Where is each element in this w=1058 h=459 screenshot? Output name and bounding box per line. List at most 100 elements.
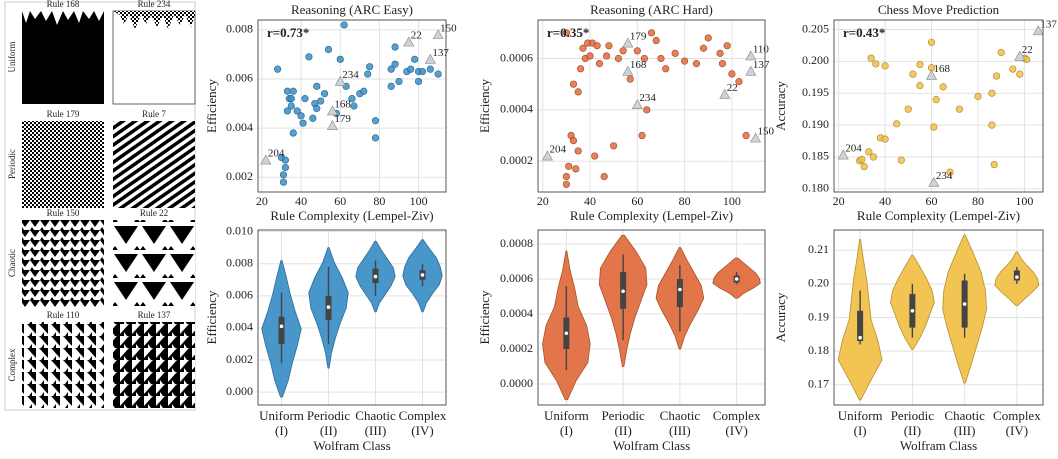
y-axis-label: Accuracy bbox=[773, 292, 788, 342]
y-tick-label: 0.0006 bbox=[500, 50, 533, 64]
x-tick-label: (III) bbox=[954, 423, 976, 438]
y-tick-label: 0.008 bbox=[226, 22, 253, 36]
point-label: 234 bbox=[639, 92, 656, 104]
point-label: 22 bbox=[411, 30, 422, 42]
x-tick-label: 80 bbox=[972, 194, 984, 208]
y-tick-label: 0.0002 bbox=[500, 153, 533, 167]
labeled-point bbox=[928, 176, 940, 187]
y-tick-label: 0.200 bbox=[802, 53, 829, 67]
data-point bbox=[932, 96, 940, 104]
x-tick-label: 60 bbox=[334, 194, 346, 208]
correlation-annotation: r=0.43* bbox=[843, 25, 885, 40]
ca-thumbnail bbox=[113, 121, 195, 208]
data-point bbox=[671, 49, 679, 57]
data-point bbox=[990, 161, 998, 169]
labeled-point bbox=[541, 150, 553, 161]
y-tick-label: 0.0004 bbox=[500, 102, 533, 116]
x-tick-label: 20 bbox=[833, 194, 845, 208]
y-tick-label: 0.002 bbox=[226, 352, 253, 366]
data-point bbox=[572, 165, 580, 173]
y-tick-label: 0.002 bbox=[226, 169, 253, 183]
data-point bbox=[974, 92, 982, 101]
chart-title: Reasoning (ARC Easy) bbox=[291, 2, 413, 17]
x-tick-label: (III) bbox=[669, 423, 691, 438]
data-point bbox=[930, 123, 938, 131]
labeled-point bbox=[622, 37, 634, 48]
data-point bbox=[619, 47, 627, 55]
data-point bbox=[600, 172, 608, 181]
x-tick-label: Complex bbox=[713, 408, 761, 423]
data-point bbox=[909, 70, 917, 78]
data-point bbox=[287, 95, 295, 103]
data-point bbox=[681, 57, 689, 65]
data-point bbox=[865, 148, 873, 156]
data-point bbox=[313, 104, 321, 113]
data-point bbox=[411, 55, 419, 63]
median bbox=[621, 289, 625, 294]
labeled-point bbox=[837, 149, 849, 160]
row-label: Chaotic bbox=[7, 249, 17, 277]
labeled-point bbox=[334, 75, 346, 86]
data-point bbox=[562, 172, 570, 181]
data-point bbox=[1009, 65, 1017, 73]
labeled-point bbox=[326, 105, 338, 116]
x-tick-label: 60 bbox=[926, 194, 938, 208]
median bbox=[858, 335, 862, 340]
y-tick-label: 0.190 bbox=[802, 117, 829, 131]
data-point bbox=[716, 49, 724, 57]
y-tick-label: 0.20 bbox=[808, 276, 829, 290]
y-tick-label: 0.004 bbox=[226, 320, 253, 334]
point-label: 204 bbox=[845, 143, 862, 155]
data-point bbox=[414, 77, 423, 86]
ca-thumbnail-detail bbox=[22, 11, 104, 25]
rule-label: Rule 22 bbox=[140, 208, 168, 218]
data-point bbox=[723, 42, 731, 50]
rule-label: Rule 7 bbox=[142, 109, 166, 119]
data-point bbox=[586, 52, 594, 60]
data-point bbox=[289, 129, 297, 137]
x-tick-label: Uniform bbox=[838, 408, 883, 423]
plot-frame bbox=[537, 229, 766, 406]
data-point bbox=[992, 72, 1001, 80]
data-point bbox=[366, 63, 374, 71]
data-point bbox=[309, 114, 317, 122]
labeled-point bbox=[745, 50, 757, 61]
median bbox=[734, 277, 739, 281]
data-point bbox=[569, 80, 578, 88]
data-point bbox=[652, 36, 660, 45]
labeled-point bbox=[719, 88, 731, 99]
x-tick-label: 20 bbox=[537, 194, 549, 208]
x-tick-label: 40 bbox=[584, 194, 596, 208]
chart-title: Chess Move Prediction bbox=[878, 2, 1000, 17]
data-point bbox=[320, 90, 329, 98]
x-tick-label: 60 bbox=[631, 194, 643, 208]
point-label: 110 bbox=[753, 43, 770, 55]
rule-label: Rule 234 bbox=[138, 0, 171, 9]
data-point bbox=[638, 131, 646, 140]
data-point bbox=[395, 77, 403, 86]
x-tick-label: (I) bbox=[275, 423, 288, 438]
median bbox=[1015, 275, 1019, 279]
point-label: 179 bbox=[630, 31, 647, 43]
data-point bbox=[893, 120, 901, 128]
x-axis-label: Wolfram Class bbox=[613, 438, 690, 453]
labeled-point bbox=[622, 65, 634, 76]
point-label: 137 bbox=[1040, 18, 1057, 30]
data-point bbox=[574, 88, 582, 96]
data-point bbox=[387, 65, 395, 73]
labeled-point bbox=[1032, 25, 1044, 36]
data-point bbox=[605, 42, 613, 50]
x-tick-label: Periodic bbox=[891, 408, 935, 423]
plot-frame bbox=[833, 229, 1044, 406]
plot-frame bbox=[833, 19, 1044, 193]
data-point bbox=[279, 178, 288, 186]
data-point bbox=[881, 62, 889, 70]
data-point bbox=[633, 47, 641, 55]
y-axis-label: Efficiency bbox=[477, 79, 492, 133]
x-tick-label: 100 bbox=[1015, 194, 1033, 208]
data-point bbox=[317, 97, 325, 105]
labeled-point bbox=[424, 53, 436, 64]
y-tick-label: 0.006 bbox=[226, 288, 253, 302]
labeled-point bbox=[750, 132, 762, 143]
